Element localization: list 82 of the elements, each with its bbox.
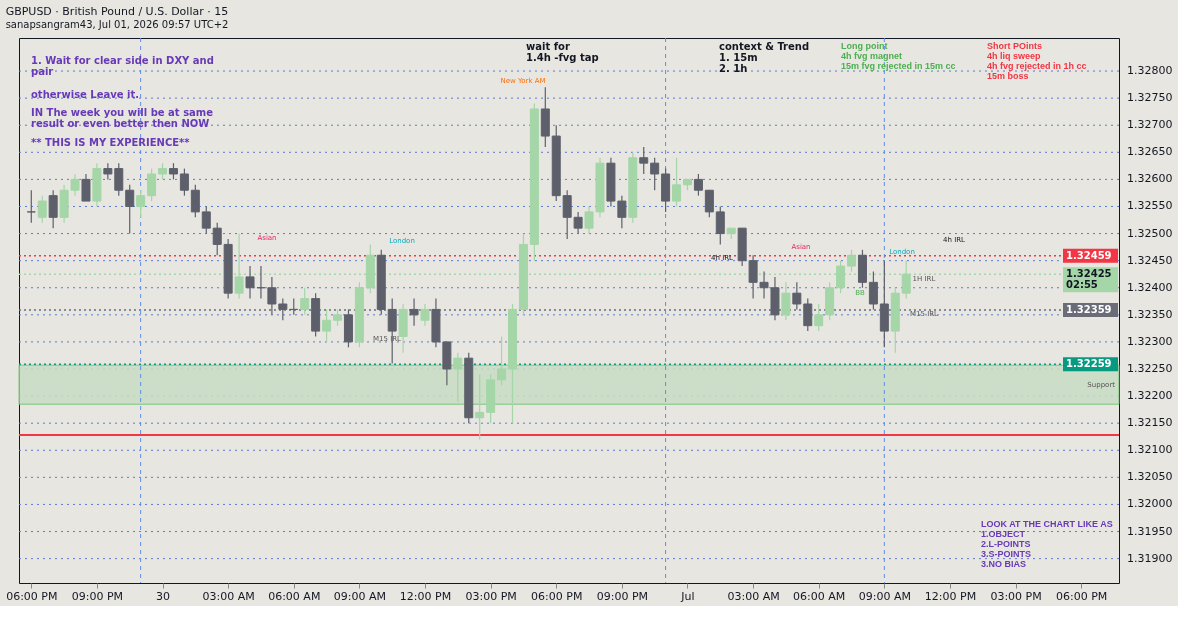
candlestick	[114, 162, 124, 197]
candlestick	[125, 184, 135, 235]
annotation: otherwise Leave it.	[31, 89, 140, 100]
y-tick-label: 1.32800	[1127, 64, 1173, 78]
chart-subtitle: sanapsangram43, Jul 01, 2026 09:57 UTC+2	[5, 18, 229, 30]
annotation: Long point 4h fvg magnet 15m fvg rejected in 15m cc	[841, 41, 956, 71]
ref-line-label: 1.32359	[1066, 303, 1112, 315]
annotation: 1. Wait for clear side in DXY and pair	[31, 55, 214, 77]
candlestick	[409, 297, 419, 327]
y-tick-label: 1.32400	[1127, 280, 1173, 294]
y-tick-label: 1.32450	[1127, 253, 1173, 267]
candlestick	[300, 287, 310, 316]
y-tick-label: 1.31950	[1127, 524, 1173, 538]
candlestick	[814, 303, 824, 332]
candlestick	[672, 157, 682, 208]
candlestick	[715, 205, 725, 246]
y-tick-label: 1.32150	[1127, 416, 1173, 430]
candlestick	[847, 249, 857, 273]
ref-line-label: 1.32259	[1066, 358, 1112, 370]
candlestick	[179, 167, 189, 197]
candlestick	[190, 184, 200, 218]
y-tick-label: 1.32650	[1127, 145, 1173, 159]
candlestick	[136, 189, 146, 218]
annotation: LOOK AT THE CHART LIKE AS 1.OBJECT 2.L-POINTS 3.S-POINTS 3.NO BIAS	[981, 519, 1113, 569]
candlestick	[868, 270, 878, 311]
candlestick	[147, 167, 157, 202]
x-tick-label: 06:00 AM	[793, 589, 846, 603]
x-tick-label: 06:00 PM	[1056, 589, 1108, 603]
annotation: Short POints 4h liq sweep 4h fvg rejected in 1h cc 15m boss	[987, 41, 1087, 81]
y-tick-label: 1.32250	[1127, 362, 1173, 376]
annotation: IN The week you will be at same result or even better then NOW	[31, 107, 214, 129]
x-tick-label: 06:00 PM	[531, 589, 583, 603]
x-tick-label: 06:00 AM	[268, 589, 321, 603]
candlestick	[81, 173, 91, 202]
x-tick-label: 09:00 PM	[596, 589, 649, 603]
y-tick-label: 1.32600	[1127, 172, 1173, 186]
x-tick-label: 06:00 PM	[6, 589, 58, 603]
y-tick-label: 1.32700	[1127, 118, 1173, 132]
y-tick-label: 1.32100	[1127, 443, 1173, 457]
x-tick-label: 30	[156, 589, 171, 603]
y-tick-label: 1.32750	[1127, 91, 1173, 105]
candlestick	[48, 189, 58, 229]
x-tick-label: 12:00 PM	[399, 589, 452, 603]
candlestick	[322, 308, 332, 343]
candlestick	[792, 281, 802, 311]
y-tick-label: 1.32500	[1127, 226, 1173, 240]
candlestick	[639, 146, 649, 175]
x-tick-label: Jul	[680, 589, 695, 603]
y-tick-label: 1.32050	[1127, 470, 1173, 484]
candlestick	[37, 195, 47, 224]
candlestick	[201, 205, 211, 235]
candlestick	[781, 281, 791, 321]
candlestick	[26, 189, 36, 224]
candlestick	[420, 303, 430, 327]
annotation: ** THIS IS MY EXPERIENCE**	[31, 137, 191, 148]
candlestick	[704, 189, 714, 218]
x-tick-label: 03:00 AM	[202, 589, 255, 603]
y-tick-label: 1.32550	[1127, 199, 1173, 213]
candlestick	[245, 265, 255, 300]
y-tick-label: 1.32200	[1127, 389, 1173, 403]
chart-title: GBPUSD · British Pound / U.S. Dollar · 15	[5, 4, 229, 18]
candlestick	[497, 335, 507, 386]
y-tick-label: 1.32300	[1127, 334, 1173, 348]
ref-line-label: 1.32459	[1066, 249, 1112, 261]
x-tick-label: 03:00 PM	[990, 589, 1042, 603]
candlestick	[650, 157, 660, 191]
candlestick	[475, 373, 485, 441]
x-tick-label: 03:00 AM	[727, 589, 780, 603]
x-tick-label: 09:00 PM	[71, 589, 124, 603]
y-tick-label: 1.32000	[1127, 497, 1173, 511]
y-tick-label: 1.31900	[1127, 551, 1173, 565]
x-tick-label: 12:00 PM	[924, 589, 977, 603]
annotation: wait for 1.4h -fvg tap	[526, 41, 599, 63]
candlestick	[453, 352, 463, 403]
annotation: context & Trend 1. 15m 2. 1h	[719, 41, 810, 74]
candlestick	[693, 173, 703, 197]
x-tick-label: 09:00 AM	[333, 589, 386, 603]
x-tick-label: 03:00 PM	[465, 589, 517, 603]
y-tick-label: 1.32350	[1127, 307, 1173, 321]
x-tick-label: 09:00 AM	[858, 589, 911, 603]
ref-line-label: 1.32425 02:55	[1066, 268, 1112, 291]
candlestick	[803, 297, 813, 332]
